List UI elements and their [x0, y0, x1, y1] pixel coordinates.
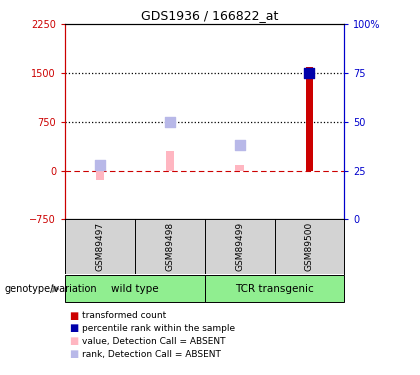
Point	[236, 142, 243, 148]
Text: percentile rank within the sample: percentile rank within the sample	[82, 324, 235, 333]
Text: ■: ■	[69, 349, 79, 359]
Bar	[165, 151, 174, 171]
Point	[97, 162, 103, 168]
Text: GSM89499: GSM89499	[235, 222, 244, 271]
Bar	[205, 275, 344, 302]
Text: genotype/variation: genotype/variation	[4, 284, 97, 294]
Text: wild type: wild type	[111, 284, 159, 294]
Point	[306, 70, 313, 76]
Bar	[65, 275, 205, 302]
Point	[166, 119, 173, 125]
Text: GSM89498: GSM89498	[165, 222, 174, 271]
Text: transformed count: transformed count	[82, 311, 166, 320]
Bar	[96, 171, 104, 180]
Text: ■: ■	[69, 311, 79, 321]
Text: ■: ■	[69, 324, 79, 333]
Text: GDS1936 / 166822_at: GDS1936 / 166822_at	[141, 9, 279, 22]
Text: rank, Detection Call = ABSENT: rank, Detection Call = ABSENT	[82, 350, 221, 358]
Bar	[236, 165, 244, 171]
Text: TCR transgenic: TCR transgenic	[235, 284, 314, 294]
Text: ■: ■	[69, 336, 79, 346]
Text: GSM89497: GSM89497	[95, 222, 105, 271]
Text: GSM89500: GSM89500	[305, 222, 314, 271]
Text: value, Detection Call = ABSENT: value, Detection Call = ABSENT	[82, 337, 226, 346]
Bar	[306, 67, 313, 171]
